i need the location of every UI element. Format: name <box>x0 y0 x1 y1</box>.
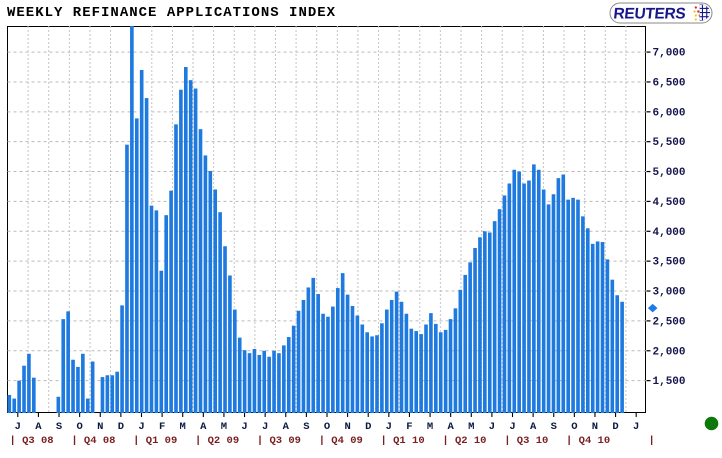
svg-text:J: J <box>241 421 247 433</box>
svg-text:3,000: 3,000 <box>653 287 686 299</box>
svg-text:6,000: 6,000 <box>653 107 686 119</box>
svg-text:D: D <box>118 421 124 433</box>
svg-text:| Q2 09: | Q2 09 <box>195 435 239 447</box>
svg-text:M: M <box>468 421 474 433</box>
svg-text:J: J <box>633 421 639 433</box>
svg-text:| Q3 09: | Q3 09 <box>257 435 301 447</box>
svg-text:| Q3 08: | Q3 08 <box>10 435 54 447</box>
svg-text:J: J <box>489 421 495 433</box>
svg-text:J: J <box>386 421 392 433</box>
svg-text:S: S <box>303 421 309 433</box>
svg-text:A: A <box>530 421 537 433</box>
svg-text:J: J <box>262 421 268 433</box>
svg-text:J: J <box>138 421 144 433</box>
svg-text:N: N <box>592 421 598 433</box>
svg-text:2,000: 2,000 <box>653 346 686 358</box>
svg-text:|: | <box>649 435 655 447</box>
svg-text:6,500: 6,500 <box>653 77 686 89</box>
svg-text:O: O <box>76 421 82 433</box>
svg-text:S: S <box>56 421 62 433</box>
svg-text:| Q4 09: | Q4 09 <box>319 435 363 447</box>
svg-text:| Q4 08: | Q4 08 <box>71 435 115 447</box>
svg-text:| Q4 10: | Q4 10 <box>566 435 610 447</box>
svg-text:5,000: 5,000 <box>653 167 686 179</box>
svg-text:1,500: 1,500 <box>653 376 686 388</box>
svg-text:| Q1 10: | Q1 10 <box>381 435 425 447</box>
svg-text:4,000: 4,000 <box>653 227 686 239</box>
svg-text:O: O <box>571 421 577 433</box>
svg-text:S: S <box>551 421 557 433</box>
svg-text:2,500: 2,500 <box>653 316 686 328</box>
svg-text:N: N <box>344 421 350 433</box>
svg-text:M: M <box>221 421 227 433</box>
svg-text:N: N <box>97 421 103 433</box>
svg-text:M: M <box>180 421 186 433</box>
svg-text:REUTERS: REUTERS <box>613 6 687 23</box>
svg-text:M: M <box>427 421 433 433</box>
svg-text:F: F <box>159 421 165 433</box>
svg-text:4,500: 4,500 <box>653 197 686 209</box>
svg-text:D: D <box>612 421 618 433</box>
svg-text:F: F <box>406 421 412 433</box>
svg-text:A: A <box>35 421 42 433</box>
svg-text:5,500: 5,500 <box>653 137 686 149</box>
svg-text:3,500: 3,500 <box>653 257 686 269</box>
svg-text:A: A <box>448 421 455 433</box>
svg-text:| Q1 09: | Q1 09 <box>133 435 177 447</box>
svg-text:A: A <box>283 421 290 433</box>
svg-text:O: O <box>324 421 330 433</box>
svg-text:7,000: 7,000 <box>653 48 686 60</box>
svg-text:J: J <box>509 421 515 433</box>
svg-text:| Q2 10: | Q2 10 <box>442 435 486 447</box>
svg-text:A: A <box>200 421 207 433</box>
svg-text:J: J <box>15 421 21 433</box>
svg-text:| Q3 10: | Q3 10 <box>504 435 548 447</box>
svg-text:D: D <box>365 421 371 433</box>
